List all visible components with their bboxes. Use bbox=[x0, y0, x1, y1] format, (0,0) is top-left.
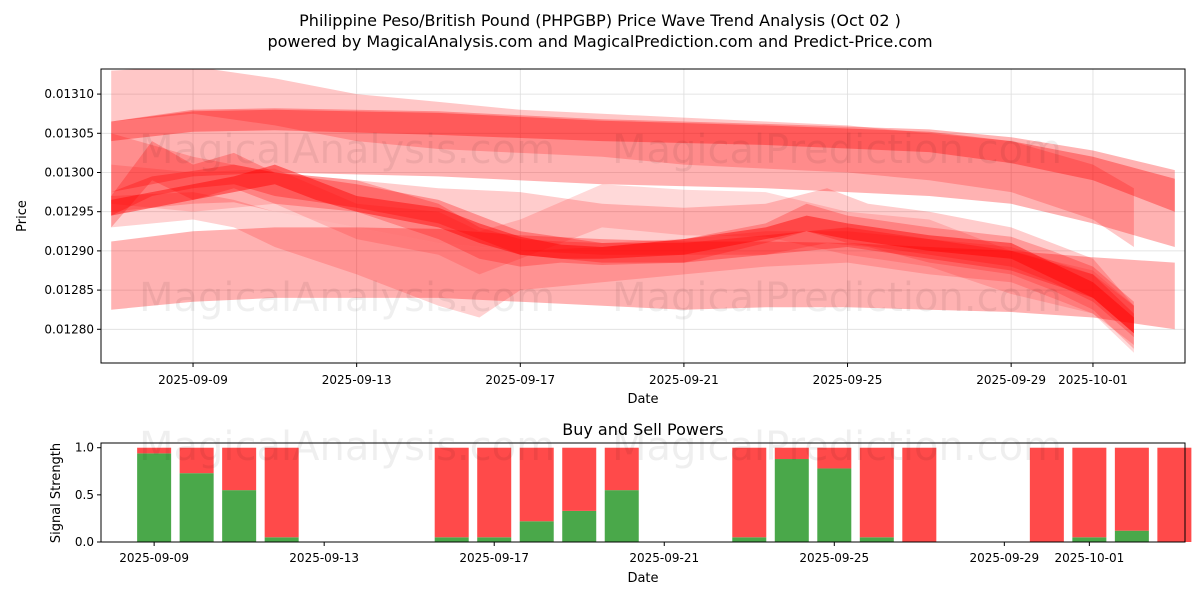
price-y-tick-label: 0.01280 bbox=[44, 322, 94, 336]
price-y-axis-label: Price bbox=[15, 200, 30, 232]
sell-bar bbox=[774, 447, 809, 460]
signal-y-tick-label: 0.5 bbox=[75, 488, 94, 502]
signal-x-tick-label: 2025-09-17 bbox=[459, 551, 529, 565]
wave-band-9 bbox=[111, 192, 1134, 345]
watermark-prediction-bottom: MagicalPrediction.com bbox=[612, 424, 1062, 470]
signal-x-tick-label: 2025-10-01 bbox=[1054, 551, 1124, 565]
signal-x-tick-label: 2025-09-13 bbox=[289, 551, 359, 565]
buy-bar bbox=[604, 490, 639, 542]
wave-band-3 bbox=[111, 227, 1175, 330]
chart-subtitle: powered by MagicalAnalysis.com and Magic… bbox=[267, 32, 932, 51]
chart-title: Philippine Peso/British Pound (PHPGBP) P… bbox=[299, 11, 901, 30]
buy-bar bbox=[562, 510, 597, 542]
buy-bar bbox=[519, 521, 554, 542]
wave-band-10 bbox=[111, 69, 1134, 247]
price-grid bbox=[101, 69, 1185, 363]
signal-y-tick-label: 1.0 bbox=[75, 441, 94, 455]
wave-band-6 bbox=[111, 164, 1134, 334]
buy-bar bbox=[1114, 530, 1149, 542]
buy-sell-panel: Buy and Sell Powers MagicalAnalysis.com … bbox=[49, 420, 1192, 586]
signal-x-axis-label: Date bbox=[627, 571, 658, 586]
sell-bar bbox=[1072, 447, 1107, 538]
price-x-ticks: 2025-09-09 2025-09-13 2025-09-17 2025-09-21… bbox=[158, 363, 1128, 387]
signal-bars bbox=[137, 447, 1192, 542]
price-axes-frame bbox=[100, 68, 1186, 364]
sell-bar bbox=[562, 447, 597, 511]
buy-bar bbox=[137, 453, 172, 542]
sell-bar bbox=[477, 447, 512, 538]
price-x-tick-label: 2025-09-17 bbox=[485, 373, 555, 387]
buy-bar bbox=[477, 537, 512, 542]
sell-bar bbox=[859, 447, 894, 538]
sell-bar bbox=[902, 447, 937, 542]
price-x-tick-label: 2025-09-29 bbox=[976, 373, 1046, 387]
price-y-tick-label: 0.01305 bbox=[44, 126, 94, 140]
signal-x-tick-label: 2025-09-25 bbox=[799, 551, 869, 565]
watermark-prediction-mid: MagicalPrediction.com bbox=[612, 275, 1062, 321]
sell-bar bbox=[137, 447, 172, 454]
sell-bar bbox=[732, 447, 767, 538]
signal-y-ticks: 0.0 0.5 1.0 bbox=[75, 441, 101, 549]
buy-bar bbox=[264, 537, 299, 542]
wave-band-8 bbox=[111, 164, 1134, 353]
watermark-analysis-top: MagicalAnalysis.com bbox=[139, 127, 555, 173]
price-x-tick-label: 2025-09-13 bbox=[322, 373, 392, 387]
signal-x-tick-label: 2025-09-29 bbox=[969, 551, 1039, 565]
buy-bar bbox=[817, 468, 852, 542]
price-y-tick-label: 0.01285 bbox=[44, 283, 94, 297]
wave-band-2 bbox=[111, 109, 1175, 212]
price-y-tick-label: 0.01310 bbox=[44, 87, 94, 101]
buy-bar bbox=[179, 473, 214, 542]
sell-bar bbox=[264, 447, 299, 538]
price-x-tick-label: 2025-09-25 bbox=[813, 373, 883, 387]
sell-bar bbox=[1157, 447, 1192, 542]
wave-band-7 bbox=[111, 164, 1134, 334]
watermark-analysis-mid: MagicalAnalysis.com bbox=[139, 275, 555, 321]
signal-x-ticks: 2025-09-09 2025-09-13 2025-09-17 2025-09-21… bbox=[119, 542, 1124, 565]
buy-bar bbox=[732, 537, 767, 542]
signal-x-tick-label: 2025-09-21 bbox=[629, 551, 699, 565]
buy-bar bbox=[774, 459, 809, 542]
wave-band-1 bbox=[111, 108, 1175, 247]
price-wave-panel: MagicalAnalysis.com MagicalPrediction.co… bbox=[15, 68, 1186, 407]
price-wave-bands bbox=[111, 69, 1175, 353]
sell-bar bbox=[222, 447, 257, 491]
price-y-ticks: 0.01280 0.01285 0.01290 0.01295 0.01300 0.013… bbox=[44, 87, 101, 336]
sell-bar bbox=[434, 447, 469, 538]
buy-bar bbox=[434, 537, 469, 542]
price-x-axis-label: Date bbox=[627, 392, 658, 407]
price-x-tick-label: 2025-09-21 bbox=[649, 373, 719, 387]
buy-bar bbox=[222, 490, 257, 542]
sell-bar bbox=[604, 447, 639, 491]
watermark-analysis-bottom: MagicalAnalysis.com bbox=[139, 424, 555, 470]
price-y-tick-label: 0.01295 bbox=[44, 205, 94, 219]
buy-bar bbox=[1072, 537, 1107, 542]
signal-y-tick-label: 0.0 bbox=[75, 535, 94, 549]
price-y-tick-label: 0.01290 bbox=[44, 244, 94, 258]
wave-band-5 bbox=[111, 141, 1134, 338]
sell-bar bbox=[1029, 447, 1064, 542]
signal-y-axis-label: Signal Strength bbox=[49, 443, 64, 543]
price-x-tick-label: 2025-09-09 bbox=[158, 373, 228, 387]
sell-bar bbox=[519, 447, 554, 522]
signal-axes-frame bbox=[100, 442, 1186, 543]
buy-sell-title: Buy and Sell Powers bbox=[562, 420, 724, 439]
watermark-prediction-top: MagicalPrediction.com bbox=[612, 127, 1062, 173]
price-x-tick-label: 2025-10-01 bbox=[1058, 373, 1128, 387]
signal-x-tick-label: 2025-09-09 bbox=[119, 551, 189, 565]
wave-band-4 bbox=[111, 133, 1134, 349]
sell-bar bbox=[1114, 447, 1149, 531]
sell-bar bbox=[817, 447, 852, 469]
sell-bar bbox=[179, 447, 214, 474]
buy-bar bbox=[859, 537, 894, 542]
price-y-tick-label: 0.01300 bbox=[44, 165, 94, 179]
